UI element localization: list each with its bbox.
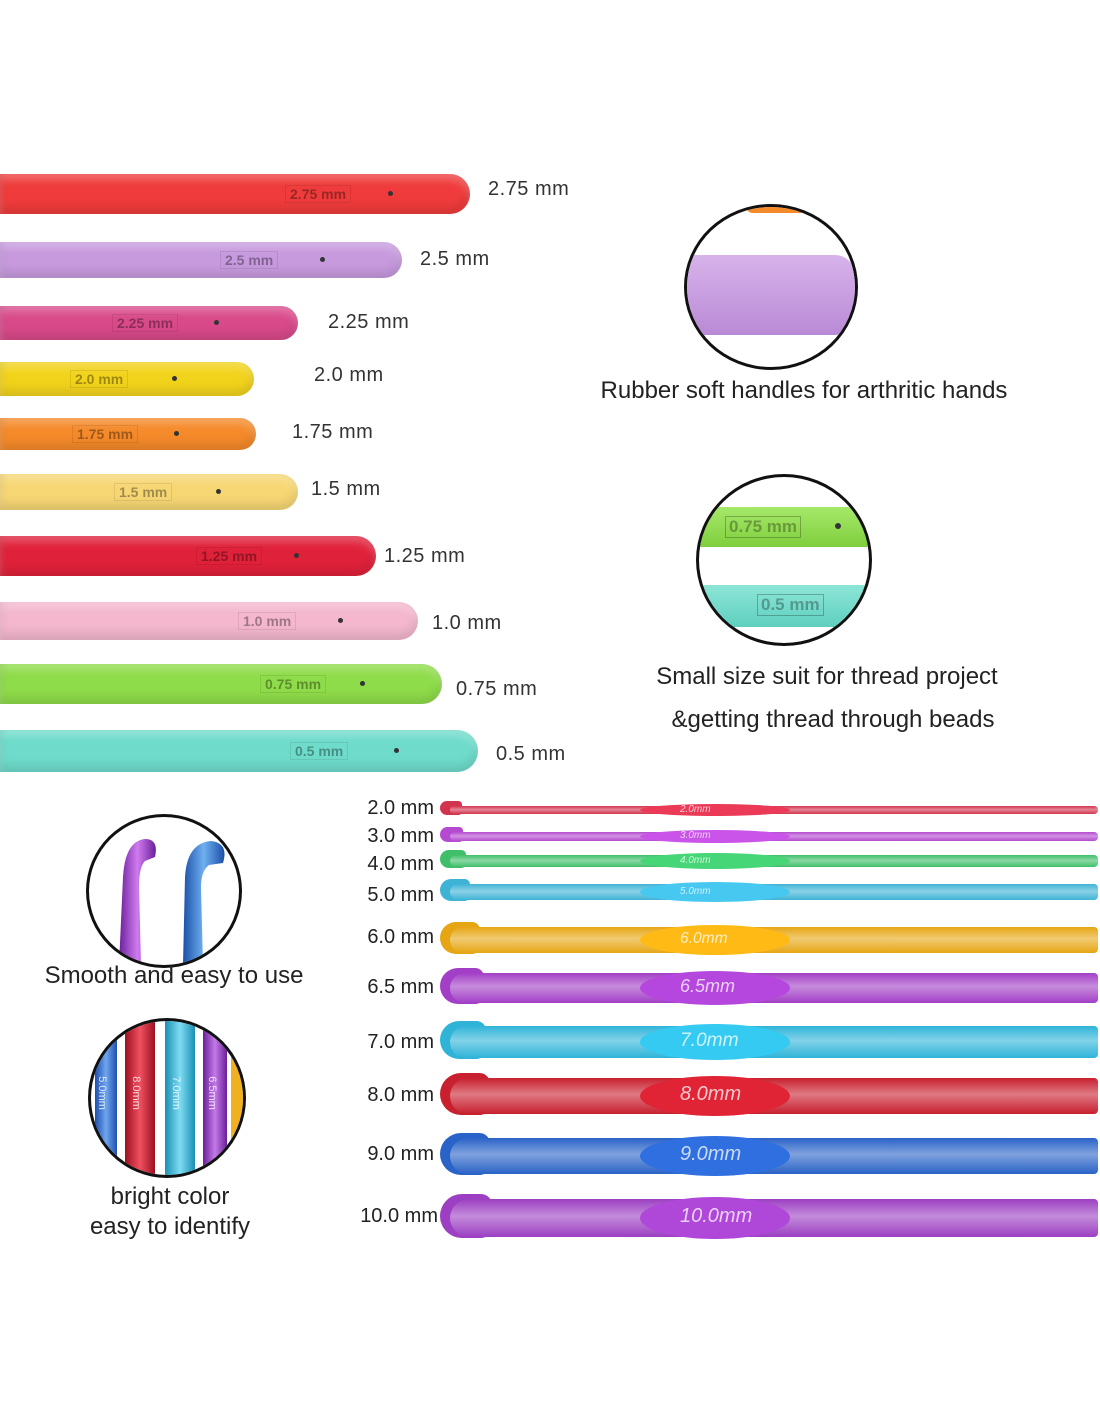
rubber-hook-handle: 2.75 mm [0, 174, 470, 214]
red-hook-closeup [125, 1021, 155, 1175]
aluminum-hook-grip [640, 1024, 790, 1060]
rubber-hook-emboss: 2.5 mm [220, 251, 279, 269]
aluminum-hook-emboss: 2.0mm [680, 803, 711, 815]
rubber-hook-emboss: 1.75 mm [72, 425, 139, 443]
rubber-hook-handle: 1.25 mm [0, 536, 376, 576]
rubber-hook-size-label: 2.5 mm [420, 248, 490, 270]
small-size-caption-line1: Small size suit for thread project [656, 663, 998, 690]
rubber-hook-dot [174, 431, 179, 436]
rubber-hook-dot [216, 489, 221, 494]
aluminum-hook-size-label: 8.0 mm [367, 1084, 434, 1106]
teal-hook-closeup: 0.5 mm [699, 585, 869, 627]
rubber-hook-handle: 1.5 mm [0, 474, 298, 510]
rubber-hook-emboss: 1.25 mm [196, 547, 263, 565]
aluminum-hook-emboss: 10.0mm [680, 1205, 753, 1227]
aluminum-hook-grip [640, 829, 790, 843]
rubber-hook-emboss: 1.5 mm [114, 483, 173, 501]
rubber-hook-dot [338, 618, 343, 623]
smooth-caption: Smooth and easy to use [44, 962, 304, 989]
aluminum-hook-size-label: 9.0 mm [367, 1143, 434, 1165]
cyan-hook-closeup [165, 1021, 195, 1175]
rubber-hook-dot [360, 681, 365, 686]
aluminum-hook-grip [640, 1076, 790, 1116]
rubber-handle-zoom-circle [684, 204, 858, 370]
aluminum-hook-size-label: 4.0 mm [367, 853, 434, 875]
aluminum-hook-emboss: 6.5mm [680, 976, 736, 997]
rubber-hook-size-label: 2.0 mm [314, 364, 384, 386]
bright-label-3: 7.0mm [169, 1076, 182, 1110]
rubber-hook-dot [388, 191, 393, 196]
small-size-caption-line2: &getting thread through beads [671, 706, 995, 733]
rubber-hook-emboss: 0.75 mm [260, 675, 327, 693]
green-hook-dot [835, 523, 841, 529]
bright-caption-line2: easy to identify [89, 1213, 251, 1240]
aluminum-hook-emboss: 8.0mm [680, 1083, 742, 1105]
aluminum-hook-grip [640, 925, 790, 955]
orange-handle-edge [747, 207, 827, 213]
purple-hook-closeup [203, 1021, 227, 1175]
teal-hook-emboss: 0.5 mm [757, 594, 824, 616]
aluminum-hook-size-label: 2.0 mm [367, 797, 434, 819]
bright-caption-line1: bright color [110, 1183, 230, 1210]
aluminum-hook-emboss: 5.0mm [680, 885, 711, 897]
rubber-hook-size-label: 0.75 mm [456, 678, 538, 700]
rubber-hook-handle: 2.5 mm [0, 242, 402, 278]
rubber-hook-dot [172, 376, 177, 381]
rubber-hook-size-label: 2.25 mm [328, 311, 410, 333]
aluminum-hook-size-label: 6.5 mm [367, 976, 434, 998]
aluminum-hook-emboss: 6.0mm [680, 929, 728, 947]
smooth-hook-heads-circle [86, 814, 242, 968]
aluminum-hook-grip [640, 804, 790, 816]
aluminum-hook-size-label: 5.0 mm [367, 884, 434, 906]
yellow-hook-closeup [231, 1051, 243, 1151]
aluminum-hook-grip [640, 882, 790, 902]
aluminum-hook-size-label: 10.0 mm [360, 1205, 438, 1227]
aluminum-hook-grip [640, 853, 790, 869]
rubber-hook-emboss: 2.75 mm [285, 185, 352, 203]
rubber-hook-dot [394, 748, 399, 753]
bright-label-4: 6.5mm [205, 1076, 218, 1110]
rubber-hook-size-label: 2.75 mm [488, 178, 570, 200]
aluminum-hook-emboss: 4.0mm [680, 854, 711, 866]
rubber-hook-handle: 2.0 mm [0, 362, 254, 396]
rubber-hook-size-label: 1.25 mm [384, 545, 466, 567]
blue-hook-head-icon [183, 841, 225, 965]
rubber-hook-dot [294, 553, 299, 558]
aluminum-hook-grip [640, 1197, 790, 1239]
rubber-hook-dot [320, 257, 325, 262]
hook-heads-drawing [119, 839, 225, 965]
rubber-handle-caption: Rubber soft handles for arthritic hands [600, 377, 1008, 404]
rubber-hook-handle: 2.25 mm [0, 306, 298, 340]
rubber-hook-emboss: 2.25 mm [112, 314, 179, 332]
aluminum-hook-grip [640, 1136, 790, 1176]
rubber-hook-handle: 1.0 mm [0, 602, 418, 640]
rubber-hook-size-label: 1.75 mm [292, 421, 374, 443]
rubber-hook-handle: 1.75 mm [0, 418, 256, 450]
green-hook-emboss: 0.75 mm [725, 516, 802, 538]
rubber-hook-dot [214, 320, 219, 325]
rubber-hook-size-label: 1.0 mm [432, 612, 502, 634]
aluminum-hook-size-label: 3.0 mm [367, 825, 434, 847]
bright-label-2: 8.0mm [129, 1076, 142, 1110]
aluminum-hook-size-label: 6.0 mm [367, 926, 434, 948]
aluminum-hook-emboss: 9.0mm [680, 1143, 742, 1165]
aluminum-hook-emboss: 3.0mm [680, 829, 711, 841]
rubber-hook-emboss: 0.5 mm [290, 742, 349, 760]
aluminum-hook-emboss: 7.0mm [680, 1029, 739, 1051]
purple-hook-head-icon [119, 839, 156, 965]
purple-handle-closeup [687, 255, 855, 335]
rubber-hook-emboss: 2.0 mm [70, 370, 129, 388]
rubber-hook-handle: 0.75 mm [0, 664, 442, 704]
bright-label-1: 5.0mm [95, 1076, 108, 1110]
rubber-hook-size-label: 1.5 mm [311, 478, 381, 500]
rubber-hook-handle: 0.5 mm [0, 730, 478, 772]
blue-hook-closeup [95, 1021, 117, 1175]
rubber-hook-emboss: 1.0 mm [238, 612, 297, 630]
rubber-hook-size-label: 0.5 mm [496, 743, 566, 765]
green-hook-closeup: 0.75 mm [699, 507, 869, 547]
small-size-zoom-circle: 0.75 mm 0.5 mm [696, 474, 872, 646]
aluminum-hook-size-label: 7.0 mm [367, 1031, 434, 1053]
bright-color-circle: 5.0mm 8.0mm 7.0mm 6.5mm [88, 1018, 246, 1178]
aluminum-hook-grip [640, 971, 790, 1005]
